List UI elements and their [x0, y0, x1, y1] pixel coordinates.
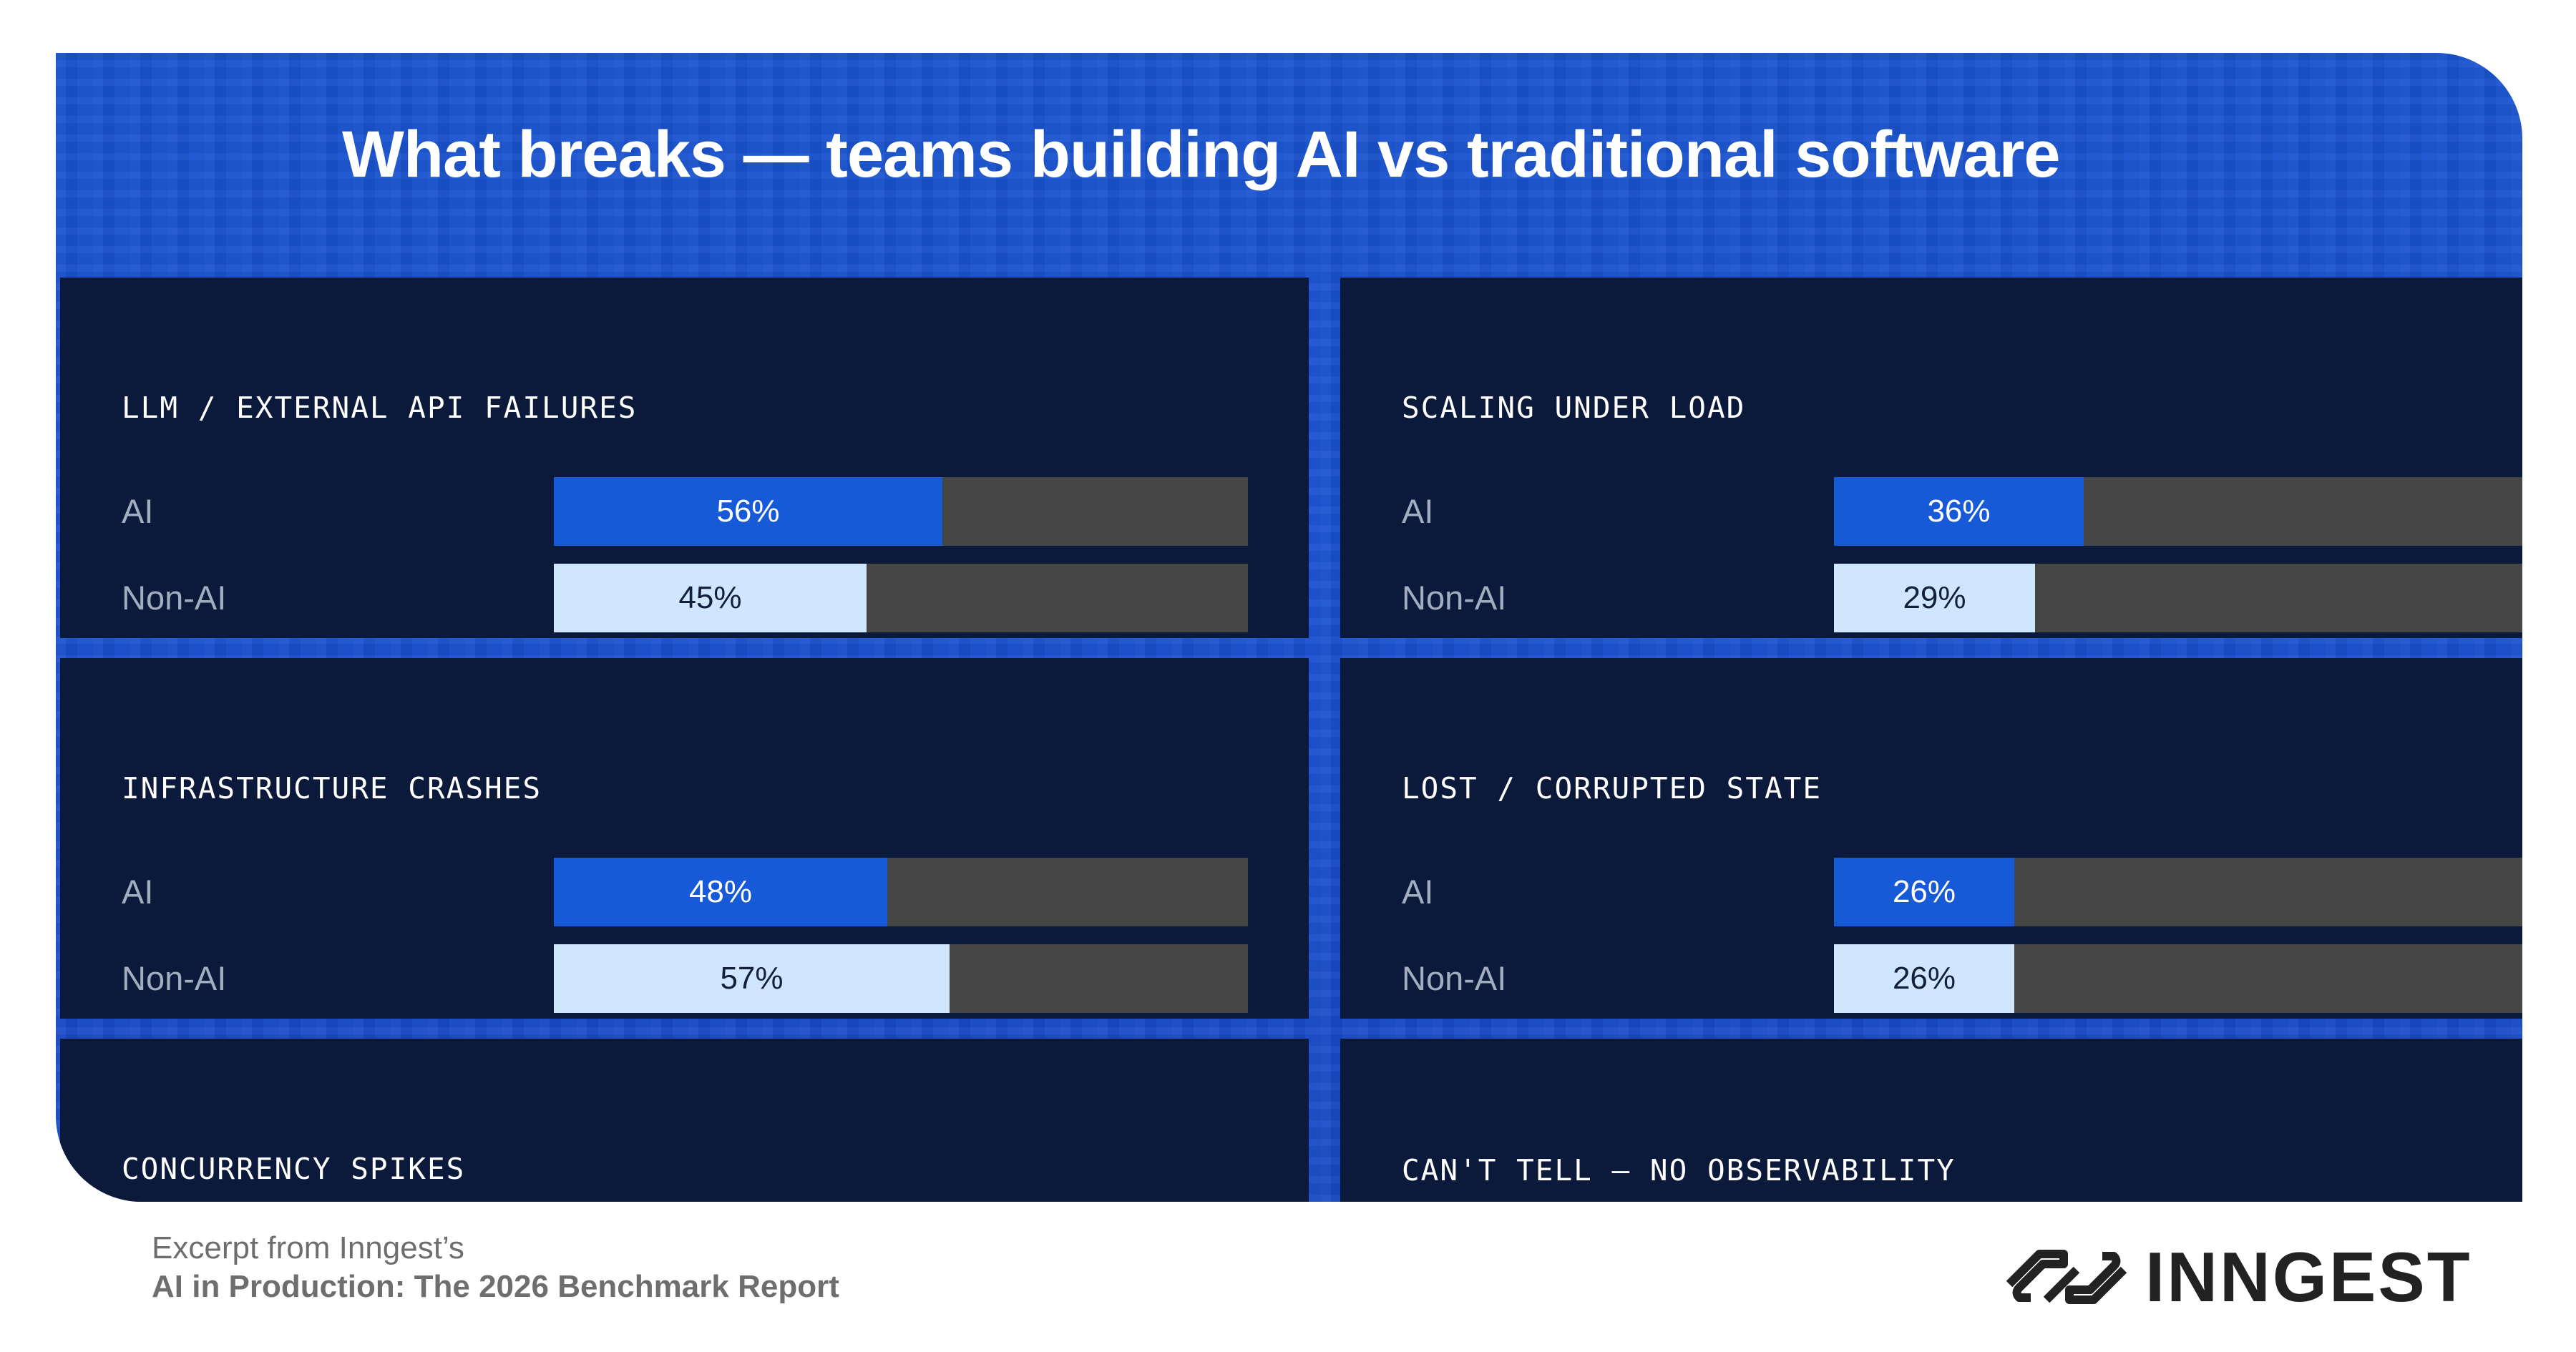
bar-non-ai-value-label: 26% — [1892, 961, 1956, 996]
bar-non-ai — [1834, 944, 2014, 1013]
bar-track: 26% — [1834, 944, 2522, 1013]
panel-title: CAN'T TELL — NO OBSERVABILITY — [1402, 1153, 1956, 1187]
panel-title: INFRASTRUCTURE CRASHES — [122, 771, 542, 805]
bar-non-ai-value-label: 29% — [1903, 580, 1966, 615]
bar-ai — [554, 858, 887, 926]
bar-track: 57% — [554, 944, 1248, 1013]
panel-title: LOST / CORRUPTED STATE — [1402, 771, 1823, 805]
bar-non-ai-value-label: 57% — [720, 961, 784, 996]
bar-ai — [554, 477, 942, 546]
panel-llm-api-failures: LLM / EXTERNAL API FAILURES AI 56% Non-A… — [60, 278, 1309, 638]
bar-ai-value-label: 26% — [1892, 874, 1956, 909]
inngest-logo-text: INNGEST — [2145, 1238, 2472, 1316]
row-label-ai: AI — [1402, 492, 1434, 530]
bar-ai-value-label: 56% — [716, 494, 780, 529]
bar-ai — [1834, 858, 2014, 926]
panel-infrastructure-crashes: INFRASTRUCTURE CRASHES AI 48% Non-AI 57% — [60, 658, 1309, 1019]
row-label-ai: AI — [122, 492, 154, 530]
inngest-logo-icon — [2006, 1250, 2127, 1304]
bar-ai-value-label: 48% — [688, 874, 753, 909]
inngest-logo: INNGEST — [2002, 1238, 2512, 1316]
row-label-non-ai: Non-AI — [1402, 959, 1507, 997]
bar-non-ai — [1834, 564, 2035, 632]
chart-card: What breaks — teams building AI vs tradi… — [56, 53, 2522, 1202]
bar-track: 48% — [554, 858, 1248, 926]
bar-track: 45% — [554, 564, 1248, 632]
bar-non-ai — [554, 944, 950, 1013]
footer-excerpt-text: Excerpt from Inngest’s — [152, 1230, 464, 1265]
row-label-non-ai: Non-AI — [122, 959, 227, 997]
bar-track: 26% — [1834, 858, 2522, 926]
row-label-non-ai: Non-AI — [122, 579, 227, 617]
row-label-ai: AI — [122, 873, 154, 911]
bar-ai-value-label: 36% — [1927, 494, 1991, 529]
bar-non-ai-value-label: 45% — [678, 580, 742, 615]
bar-track: 36% — [1834, 477, 2522, 546]
panel-concurrency-spikes: CONCURRENCY SPIKES — [60, 1039, 1309, 1202]
row-label-ai: AI — [1402, 873, 1434, 911]
row-label-non-ai: Non-AI — [1402, 579, 1507, 617]
bar-ai — [1834, 477, 2084, 546]
panel-title: SCALING UNDER LOAD — [1402, 391, 1746, 425]
panel-scaling-under-load: SCALING UNDER LOAD AI 36% Non-AI 29% — [1340, 278, 2522, 638]
footer-report-title: AI in Production: The 2026 Benchmark Rep… — [152, 1269, 839, 1304]
chart-title: What breaks — teams building AI vs tradi… — [342, 118, 2061, 191]
panel-title: LLM / EXTERNAL API FAILURES — [122, 391, 638, 425]
bar-track: 56% — [554, 477, 1248, 546]
panel-title: CONCURRENCY SPIKES — [122, 1152, 466, 1186]
panel-no-observability: CAN'T TELL — NO OBSERVABILITY — [1340, 1039, 2522, 1202]
bar-non-ai — [554, 564, 867, 632]
bar-track: 29% — [1834, 564, 2522, 632]
panel-lost-corrupted-state: LOST / CORRUPTED STATE AI 26% Non-AI 26% — [1340, 658, 2522, 1019]
